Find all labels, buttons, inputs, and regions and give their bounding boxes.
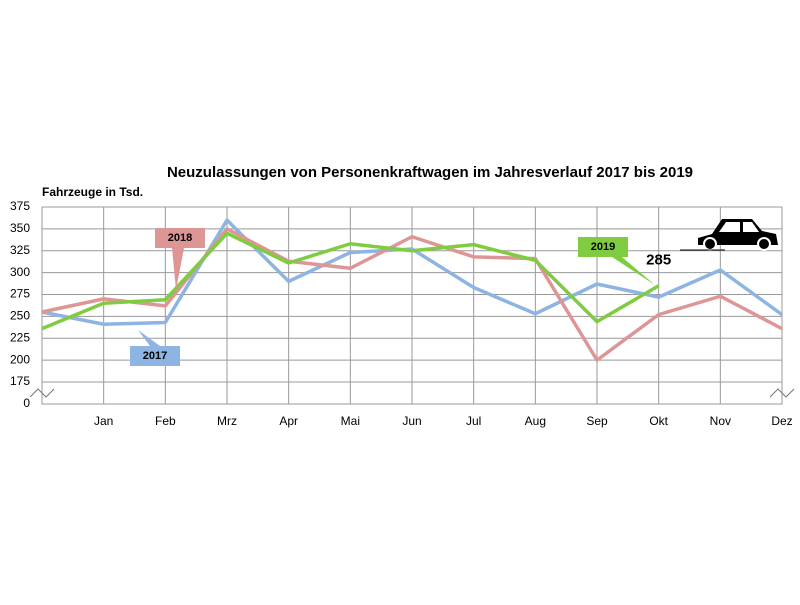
callout-tail	[612, 257, 655, 285]
y-tick-label: 200	[10, 352, 30, 366]
y-tick-label: 350	[10, 221, 30, 235]
x-tick-label: Apr	[279, 414, 298, 428]
legend-box	[130, 346, 180, 366]
y-tick-label: 0	[23, 396, 30, 410]
y-tick-label: 300	[10, 265, 30, 279]
y-tick-label: 375	[10, 199, 30, 213]
legend-label: 2019	[591, 241, 615, 253]
y-tick-label: 325	[10, 243, 30, 257]
y-axis-label: Fahrzeuge in Tsd.	[42, 185, 143, 199]
x-tick-label: Okt	[649, 414, 668, 428]
car-icon	[680, 219, 778, 251]
axis-break	[29, 388, 55, 398]
x-tick-label: Jan	[94, 414, 113, 428]
value-label: 285	[646, 252, 671, 269]
axis-breaks	[29, 388, 795, 398]
lines	[41, 218, 784, 362]
x-tick-label: Mrz	[217, 414, 237, 428]
x-tick-label: Dez	[771, 414, 792, 428]
x-tick-label: Nov	[710, 414, 731, 428]
plot-frame	[41, 206, 783, 405]
legend-label: 2018	[168, 232, 192, 244]
series-line	[41, 231, 660, 331]
x-tick-label: Sep	[586, 414, 608, 428]
labels: 0 175 200 225 250 275 300 325 350 375 Jan Feb Mrz Apr…	[10, 199, 793, 428]
axis-break	[769, 388, 795, 398]
chart-title: Neuzulassungen von Personenkraftwagen im…	[167, 164, 693, 181]
x-tick-label: Aug	[525, 414, 546, 428]
x-tick-label: Mai	[341, 414, 360, 428]
legend-box	[155, 228, 205, 248]
series-line	[41, 227, 783, 362]
callout-tail	[172, 248, 184, 290]
y-tick-label: 225	[10, 330, 30, 344]
legend-box	[578, 237, 628, 257]
y-tick-label: 175	[10, 374, 30, 388]
callout-tail	[138, 330, 160, 346]
y-tick-label: 250	[10, 309, 30, 323]
y-tick-label: 275	[10, 287, 30, 301]
x-tick-label: Jun	[402, 414, 421, 428]
x-tick-label: Jul	[466, 414, 481, 428]
legend-label: 2017	[143, 350, 167, 362]
x-tick-label: Feb	[155, 414, 176, 428]
